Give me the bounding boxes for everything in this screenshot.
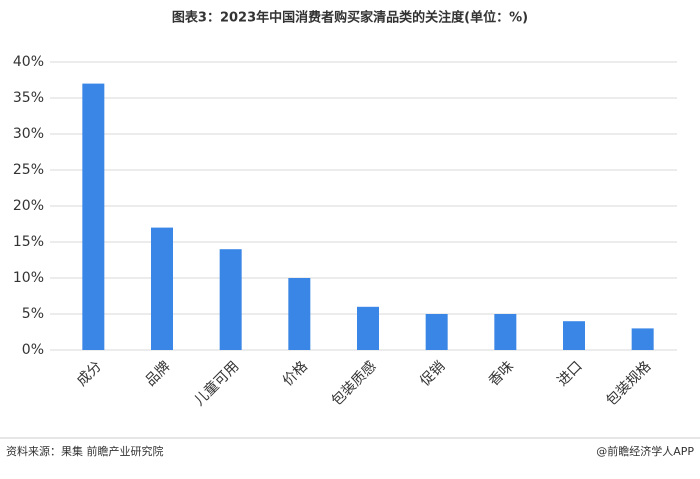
x-tick-label: 包装质感 bbox=[328, 358, 380, 410]
x-tick-label: 进口 bbox=[555, 358, 586, 389]
y-tick-label: 10% bbox=[13, 270, 44, 286]
y-tick-label: 0% bbox=[22, 342, 44, 358]
bar bbox=[82, 83, 105, 350]
x-tick-label: 香味 bbox=[486, 358, 517, 389]
bar bbox=[288, 278, 311, 350]
bar bbox=[219, 249, 242, 350]
bar bbox=[425, 314, 448, 350]
y-tick-label: 15% bbox=[13, 234, 44, 250]
x-tick-label: 儿童可用 bbox=[191, 358, 243, 410]
bar bbox=[494, 314, 517, 350]
x-tick-label: 促销 bbox=[417, 358, 448, 389]
y-tick-label: 5% bbox=[22, 306, 44, 322]
y-tick-label: 30% bbox=[13, 126, 44, 142]
bar bbox=[563, 321, 585, 350]
credit: @前瞻经济学人APP bbox=[596, 444, 694, 458]
x-tick-label: 成分 bbox=[74, 358, 105, 389]
bar bbox=[151, 227, 173, 350]
bar bbox=[631, 328, 654, 350]
y-tick-label: 40% bbox=[13, 54, 44, 70]
chart-title: 图表3：2023年中国消费者购买家清品类的关注度(单位：%) bbox=[172, 10, 528, 26]
x-tick-label: 价格 bbox=[280, 358, 311, 389]
x-tick-label: 品牌 bbox=[142, 358, 174, 390]
source: 资料来源：果集 前瞻产业研究院 bbox=[6, 444, 164, 458]
bar bbox=[357, 306, 379, 350]
y-tick-label: 35% bbox=[13, 90, 44, 106]
y-tick-label: 20% bbox=[13, 198, 44, 214]
x-tick-label: 包装规格 bbox=[603, 358, 654, 409]
y-tick-label: 25% bbox=[13, 162, 44, 178]
